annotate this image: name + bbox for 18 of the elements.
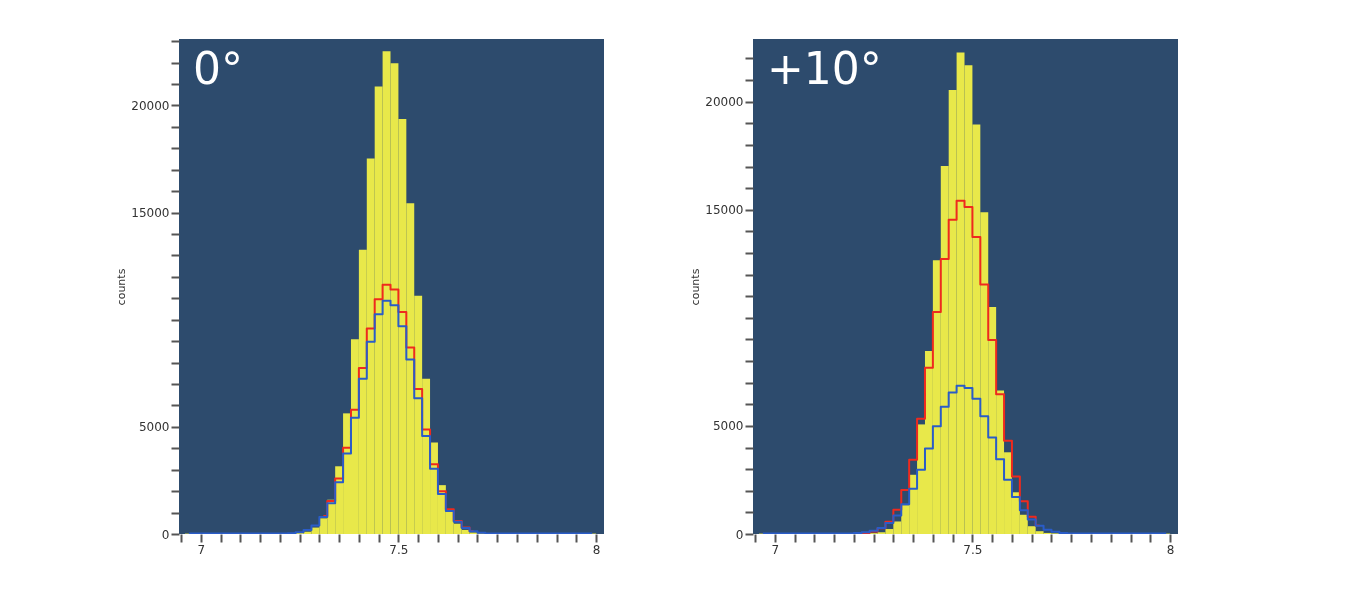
y-tick-label: 0 bbox=[161, 527, 170, 542]
chart-title: +10° bbox=[767, 43, 882, 94]
y-tick-label: 20000 bbox=[131, 98, 170, 113]
y-tick-label: 20000 bbox=[705, 95, 744, 110]
x-tick-label: 7.5 bbox=[963, 542, 983, 557]
x-tick-label: 8 bbox=[592, 542, 601, 557]
y-tick-label: 5000 bbox=[712, 419, 744, 434]
x-tick-label: 7 bbox=[197, 542, 206, 557]
y-tick-label: 15000 bbox=[705, 203, 744, 218]
y-tick-label: 0 bbox=[735, 527, 744, 542]
chart-title: 0° bbox=[193, 43, 243, 94]
y-axis-title: counts bbox=[115, 268, 129, 306]
x-tick-label: 7 bbox=[771, 542, 780, 557]
y-tick-label: 5000 bbox=[138, 420, 170, 435]
x-tick-label: 8 bbox=[1166, 542, 1175, 557]
y-axis-title: counts bbox=[689, 268, 703, 306]
y-tick-label: 15000 bbox=[131, 206, 170, 221]
x-tick-label: 7.5 bbox=[389, 542, 409, 557]
